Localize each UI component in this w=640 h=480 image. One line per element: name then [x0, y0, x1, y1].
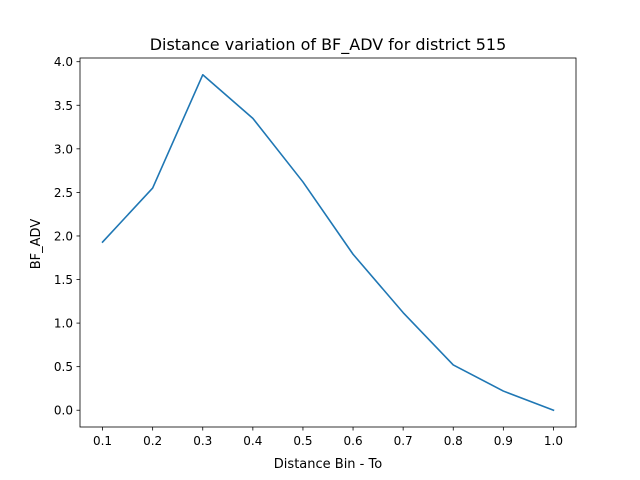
- y-tick-label: 4.0: [54, 55, 73, 69]
- series-line-0: [101, 73, 555, 412]
- y-tick-label: 2.5: [54, 186, 73, 200]
- x-tick-label: 0.7: [394, 434, 413, 448]
- y-axis-label: BF_ADV: [29, 219, 44, 270]
- x-tick-label: 0.9: [494, 434, 513, 448]
- x-axis: 0.1 0.2 0.3 0.4 0.5 0.6 0.7 0.8 0.9 1.0: [93, 427, 563, 448]
- y-tick-label: 1.0: [54, 317, 73, 331]
- x-axis-label: Distance Bin - To: [274, 457, 382, 472]
- y-axis: 0.0 0.5 1.0 1.5 2.0 2.5 3.0 3.5 4.0: [54, 55, 80, 418]
- plot-area: [79, 57, 577, 428]
- y-tick-label: 3.5: [54, 99, 73, 113]
- x-tick-label: 1.0: [544, 434, 563, 448]
- y-tick-label: 3.0: [54, 142, 73, 156]
- y-tick-label: 1.5: [54, 273, 73, 287]
- x-tick-label: 0.1: [93, 434, 112, 448]
- y-tick-label: 2.0: [54, 229, 73, 243]
- x-tick-label: 0.4: [243, 434, 262, 448]
- x-tick-label: 0.8: [444, 434, 463, 448]
- chart-title: Distance variation of BF_ADV for distric…: [150, 35, 507, 55]
- x-tick-label: 0.6: [344, 434, 363, 448]
- y-tick-label: 0.0: [54, 404, 73, 418]
- x-tick-label: 0.5: [293, 434, 312, 448]
- x-tick-label: 0.2: [143, 434, 162, 448]
- axes-frame: [79, 57, 577, 428]
- y-tick-label: 0.5: [54, 360, 73, 374]
- x-tick-label: 0.3: [193, 434, 212, 448]
